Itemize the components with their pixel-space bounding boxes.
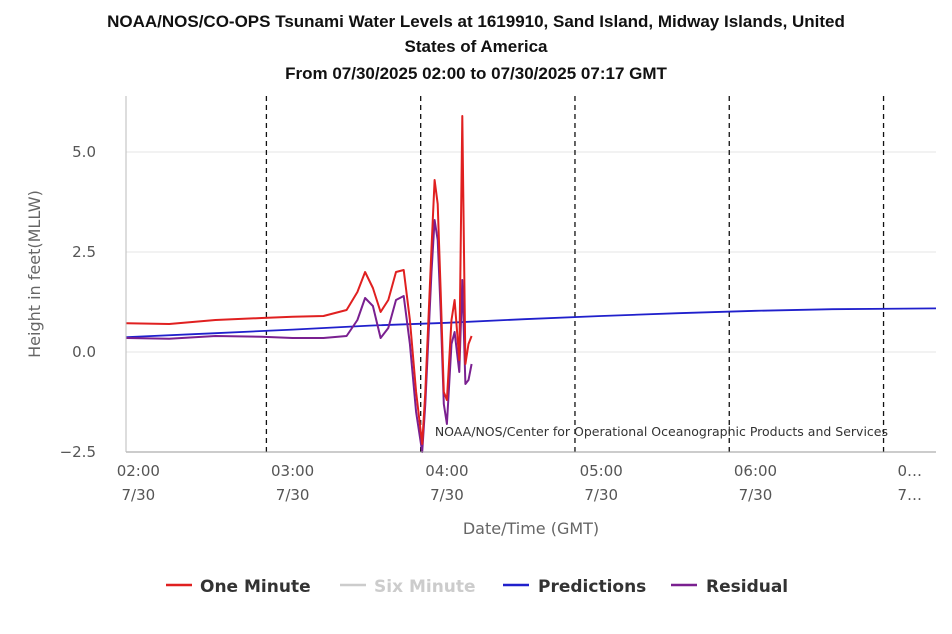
legend-item-one-minute[interactable]: One Minute <box>166 577 311 597</box>
y-tick-label-2: 0.0 <box>72 343 96 361</box>
x-tick-date-5: 7… <box>897 486 922 504</box>
legend-label-six-minute: Six Minute <box>374 577 476 597</box>
chart-subtitle: From 07/30/2025 02:00 to 07/30/2025 07:1… <box>285 64 667 83</box>
x-tick-time-1: 03:00 <box>271 462 314 480</box>
y-tick-label-1: 2.5 <box>72 243 96 261</box>
y-tick-labels: 5.0 2.5 0.0 −2.5 <box>60 143 96 461</box>
plot-area <box>126 96 936 452</box>
chart-title-line-2: States of America <box>405 37 549 56</box>
series-line-one-minute <box>125 115 473 445</box>
legend-item-predictions[interactable]: Predictions <box>503 577 646 597</box>
y-tick-label-3: −2.5 <box>60 443 96 461</box>
legend-label-one-minute: One Minute <box>200 577 311 597</box>
legend-item-six-minute[interactable]: Six Minute <box>340 577 476 597</box>
chart-credit: NOAA/NOS/Center for Operational Oceanogr… <box>435 424 888 439</box>
x-tick-date-0: 7/30 <box>121 486 155 504</box>
x-tick-date-3: 7/30 <box>584 486 618 504</box>
legend-label-predictions: Predictions <box>538 577 646 597</box>
x-tick-date-1: 7/30 <box>276 486 310 504</box>
legend-item-residual[interactable]: Residual <box>671 577 788 597</box>
x-axis-title: Date/Time (GMT) <box>463 519 599 538</box>
x-tick-time-4: 06:00 <box>734 462 777 480</box>
x-tick-time-0: 02:00 <box>117 462 160 480</box>
legend-label-residual: Residual <box>706 577 788 597</box>
x-tick-time-2: 04:00 <box>425 462 468 480</box>
x-tick-time-5: 0… <box>897 462 922 480</box>
chart-title-line-1: NOAA/NOS/CO-OPS Tsunami Water Levels at … <box>107 12 845 31</box>
series-lines <box>125 115 937 453</box>
y-axis-title: Height in feet(MLLW) <box>25 190 44 358</box>
legend: One Minute Six Minute Predictions Residu… <box>166 577 788 597</box>
x-tick-date-4: 7/30 <box>739 486 773 504</box>
series-line-residual <box>125 219 473 453</box>
y-tick-label-0: 5.0 <box>72 143 96 161</box>
series-line-predictions <box>125 307 937 339</box>
x-tick-time-3: 05:00 <box>580 462 623 480</box>
x-tick-labels: 02:00 7/30 03:00 7/30 04:00 7/30 05:00 7/30 06:0… <box>117 462 922 504</box>
x-tick-date-2: 7/30 <box>430 486 464 504</box>
